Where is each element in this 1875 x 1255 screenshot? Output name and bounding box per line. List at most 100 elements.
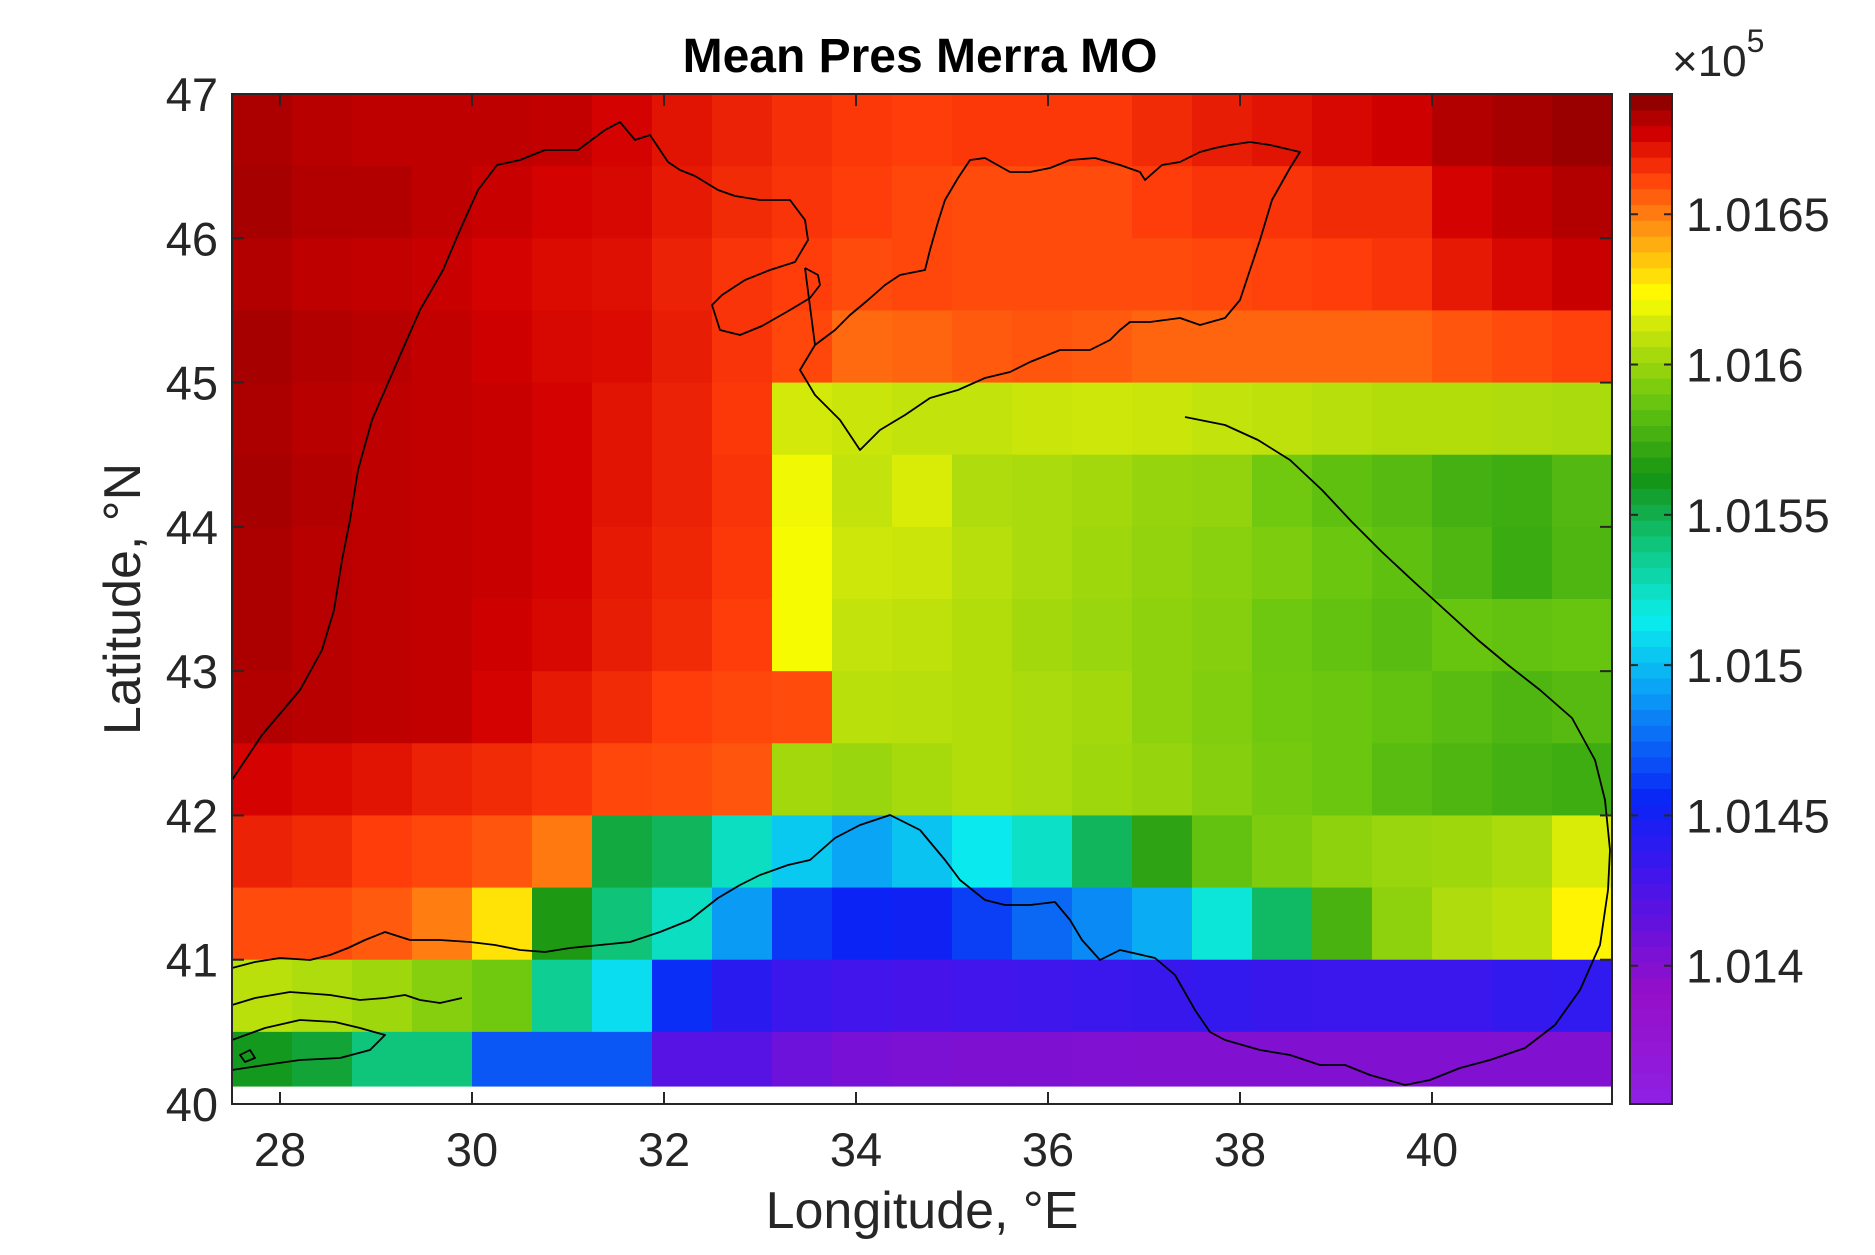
colorbar-segment — [1630, 630, 1672, 647]
heatmap-cell — [412, 526, 473, 600]
heatmap-cell — [1192, 887, 1253, 961]
heatmap-cell — [232, 599, 293, 672]
heatmap-cell — [652, 815, 713, 889]
heatmap-cell — [1192, 94, 1253, 167]
heatmap-cell — [1012, 743, 1073, 817]
heatmap-cell — [1012, 94, 1073, 167]
heatmap-cell — [472, 526, 533, 600]
heatmap-cell — [1492, 526, 1553, 600]
heatmap-cell — [1012, 815, 1073, 889]
heatmap-cell — [772, 959, 833, 1033]
heatmap-cell — [1132, 526, 1193, 600]
heatmap-cell — [1252, 815, 1313, 889]
colorbar-segment — [1630, 236, 1672, 253]
colorbar-segment — [1630, 172, 1672, 190]
heatmap-cell — [952, 310, 1013, 384]
heatmap-cell — [1552, 454, 1613, 528]
heatmap-cell — [1372, 526, 1433, 600]
heatmap-cell — [1492, 671, 1553, 744]
heatmap-cell — [832, 454, 893, 528]
colorbar-segment — [1630, 1056, 1672, 1074]
colorbar-segment — [1630, 220, 1672, 237]
heatmap-cell — [352, 238, 413, 312]
x-tick-label: 30 — [446, 1123, 498, 1176]
heatmap-cell — [472, 599, 533, 672]
heatmap-cell — [472, 671, 533, 744]
colorbar-segment — [1630, 472, 1672, 490]
heatmap-cell — [832, 671, 893, 744]
heatmap-cell — [892, 454, 953, 528]
colorbar-tick-label: 1.0155 — [1686, 489, 1830, 542]
heatmap-cell — [412, 743, 473, 817]
heatmap-cell — [412, 310, 473, 384]
coastline-bosporus-marmara — [231, 931, 463, 1071]
heatmap-cell — [532, 887, 593, 961]
heatmap-cell — [592, 815, 653, 889]
colorbar-exponent: ×105 — [1672, 23, 1764, 86]
heatmap-cell — [1072, 526, 1133, 600]
heatmap-cell — [772, 671, 833, 744]
heatmap-cell — [652, 671, 713, 744]
heatmap-cell — [1432, 238, 1493, 312]
heatmap-cell — [412, 166, 473, 239]
heatmap-cell — [1492, 454, 1553, 528]
heatmap-cell — [1252, 526, 1313, 600]
heatmap-cell — [712, 599, 773, 672]
heatmap-cell — [1132, 454, 1193, 528]
colorbar-segment — [1630, 94, 1672, 111]
coastline — [231, 121, 1611, 1086]
heatmap-cell — [952, 671, 1013, 744]
heatmap-cell — [652, 454, 713, 528]
heatmap-cell — [892, 887, 953, 961]
colorbar-segment — [1630, 646, 1672, 663]
colorbar-segment — [1630, 109, 1672, 127]
heatmap-cell — [892, 526, 953, 600]
heatmap-cell — [352, 382, 413, 456]
heatmap-cell — [592, 94, 653, 167]
heatmap-cell — [292, 671, 353, 744]
heatmap-cell — [832, 599, 893, 672]
x-tick-label: 28 — [254, 1123, 306, 1176]
heatmap-cell — [892, 743, 953, 817]
heatmap-cell — [1432, 454, 1493, 528]
heatmap-cell — [1492, 1031, 1553, 1087]
heatmap-cell — [472, 310, 533, 384]
heatmap-cell — [1072, 743, 1133, 817]
heatmap-cell — [1492, 238, 1553, 312]
heatmap-cell — [1492, 166, 1553, 239]
heatmap-cell — [1372, 238, 1433, 312]
heatmap-cell — [1312, 238, 1373, 312]
heatmap-cell — [712, 671, 773, 744]
heatmap-cell — [832, 526, 893, 600]
colorbar-segment — [1630, 662, 1672, 679]
heatmap-cell — [412, 94, 473, 167]
heatmap-cell — [1552, 94, 1613, 167]
heatmap-cell — [1192, 1031, 1253, 1087]
heatmap-cell — [1132, 94, 1193, 167]
chart-title: Mean Pres Merra MO — [683, 30, 1158, 83]
heatmap-cell — [592, 166, 653, 239]
heatmap-cell — [772, 310, 833, 384]
heatmap-cell — [292, 382, 353, 456]
y-tick-label: 45 — [166, 357, 218, 410]
heatmap-cell — [1132, 1031, 1193, 1087]
colorbar-segment — [1630, 551, 1672, 569]
x-tick-label: 34 — [830, 1123, 882, 1176]
heatmap-cell — [652, 599, 713, 672]
heatmap-cell — [352, 454, 413, 528]
heatmap-cell — [292, 166, 353, 239]
heatmap-cell — [832, 1031, 893, 1087]
heatmap-cell — [952, 166, 1013, 239]
colorbar-segment — [1630, 456, 1672, 474]
heatmap-cell — [1072, 166, 1133, 239]
heatmap-cell — [652, 1031, 713, 1087]
heatmap-cell — [1372, 310, 1433, 384]
heatmap-cell — [1492, 599, 1553, 672]
heatmap-cell — [1072, 382, 1133, 456]
heatmap-cell — [1312, 815, 1373, 889]
x-tick-label: 32 — [638, 1123, 690, 1176]
colorbar-segment — [1630, 520, 1672, 537]
heatmap-cell — [232, 743, 293, 817]
coastline-west-north — [231, 121, 821, 781]
heatmap-cell — [532, 1031, 593, 1087]
